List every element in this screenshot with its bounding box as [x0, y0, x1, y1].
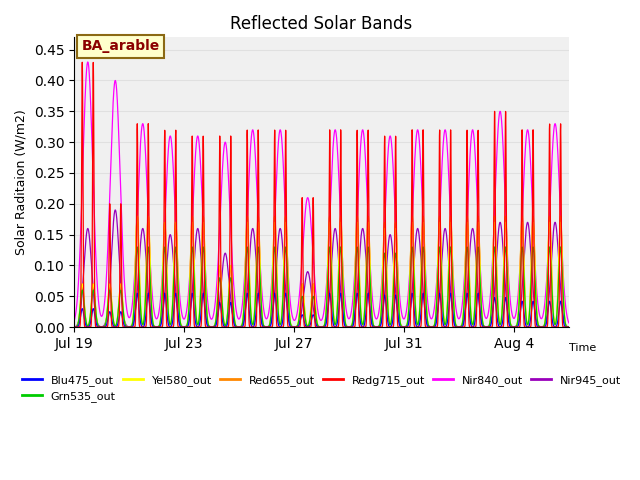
Text: BA_arable: BA_arable: [81, 39, 160, 53]
Title: Reflected Solar Bands: Reflected Solar Bands: [230, 15, 413, 33]
Legend: Blu475_out, Grn535_out, Yel580_out, Red655_out, Redg715_out, Nir840_out, Nir945_: Blu475_out, Grn535_out, Yel580_out, Red6…: [17, 371, 626, 407]
Text: Time: Time: [569, 343, 596, 353]
Y-axis label: Solar Raditaion (W/m2): Solar Raditaion (W/m2): [15, 109, 28, 255]
